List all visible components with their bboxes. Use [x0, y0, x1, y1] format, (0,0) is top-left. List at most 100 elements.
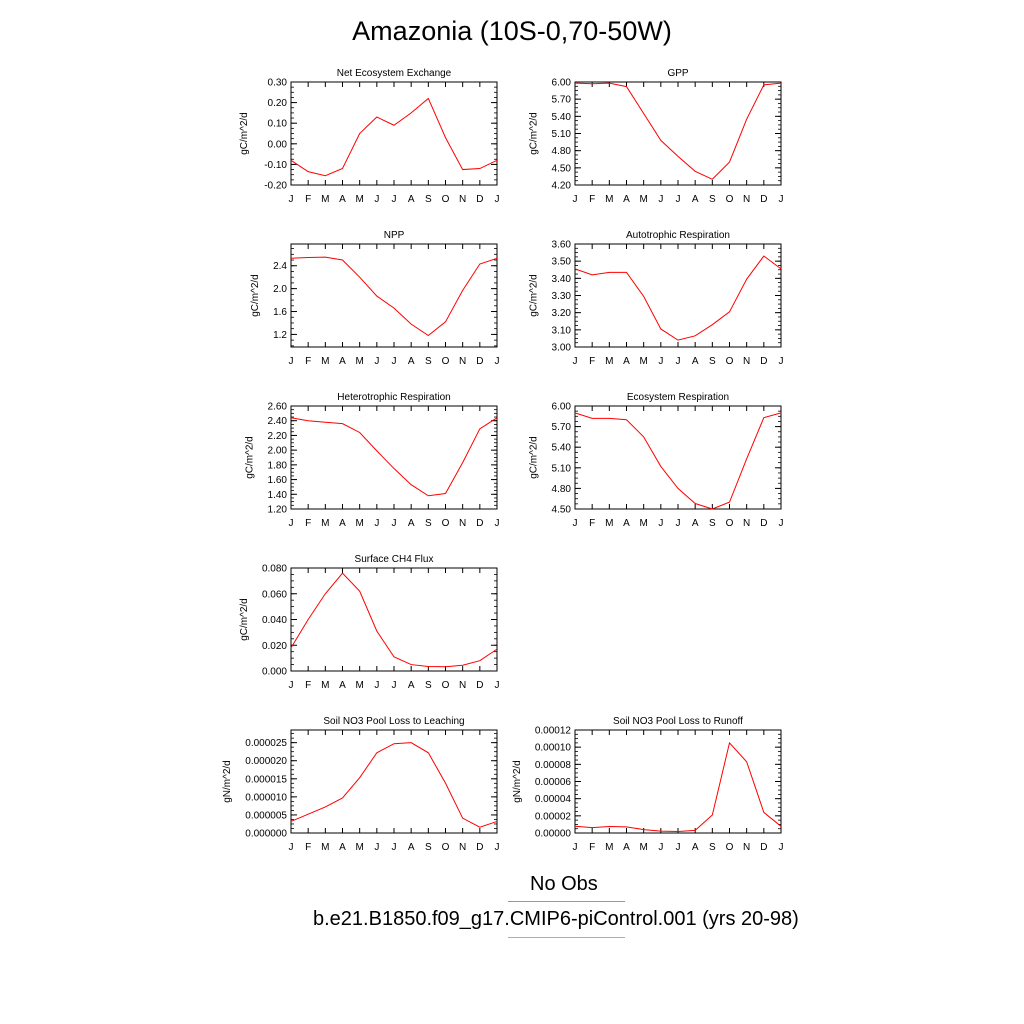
- x-tick-label: J: [658, 194, 663, 205]
- x-tick-label: J: [374, 518, 379, 529]
- series-line: [574, 741, 782, 832]
- plot-frame: [574, 81, 782, 186]
- series-line: [290, 97, 498, 177]
- y-tick-label: 6.00: [552, 402, 572, 413]
- x-tick-label: M: [355, 680, 363, 691]
- y-tick-label: 0.30: [268, 78, 288, 89]
- x-tick-label: A: [692, 518, 699, 529]
- chart-title: NPP: [384, 230, 405, 241]
- plot-frame: [574, 729, 782, 834]
- plot-frame: [290, 729, 498, 834]
- x-tick-label: O: [726, 518, 734, 529]
- x-tick-label: J: [374, 680, 379, 691]
- x-tick-label: M: [321, 356, 329, 367]
- x-tick-label: J: [779, 194, 784, 205]
- x-tick-label: D: [476, 842, 483, 853]
- x-tick-label: N: [459, 842, 466, 853]
- y-tick-label: 0.00010: [535, 743, 572, 754]
- x-tick-label: M: [605, 842, 613, 853]
- x-tick-label: A: [339, 680, 346, 691]
- y-axis-label: gC/m^2/d: [529, 274, 540, 317]
- x-tick-label: D: [476, 194, 483, 205]
- x-tick-label: M: [639, 356, 647, 367]
- x-tick-label: S: [709, 518, 716, 529]
- y-tick-label: 1.6: [273, 307, 287, 318]
- x-tick-label: A: [339, 194, 346, 205]
- x-tick-label: S: [425, 680, 432, 691]
- y-tick-label: 4.80: [552, 484, 572, 495]
- chart-title: Ecosystem Respiration: [627, 392, 729, 403]
- y-tick-label: 4.50: [552, 163, 572, 174]
- y-axis-label: gC/m^2/d: [529, 436, 540, 479]
- x-tick-label: O: [442, 842, 450, 853]
- x-tick-label: M: [321, 518, 329, 529]
- x-tick-label: N: [459, 356, 466, 367]
- x-tick-label: N: [459, 518, 466, 529]
- x-tick-label: A: [339, 842, 346, 853]
- x-tick-label: J: [289, 518, 294, 529]
- y-tick-label: 0.00008: [535, 760, 572, 771]
- x-tick-label: D: [760, 518, 767, 529]
- chart-title: Soil NO3 Pool Loss to Runoff: [613, 716, 743, 727]
- x-tick-label: N: [459, 194, 466, 205]
- y-tick-label: 0.000000: [245, 829, 287, 840]
- y-axis-label: gN/m^2/d: [222, 760, 233, 803]
- x-tick-label: J: [495, 356, 500, 367]
- y-tick-label: 1.60: [268, 475, 288, 486]
- x-tick-label: J: [374, 356, 379, 367]
- x-tick-label: J: [495, 194, 500, 205]
- x-tick-label: J: [779, 842, 784, 853]
- y-tick-label: 2.4: [273, 261, 287, 272]
- x-tick-label: F: [589, 518, 595, 529]
- y-tick-label: 3.40: [552, 274, 572, 285]
- x-tick-label: M: [355, 194, 363, 205]
- y-tick-label: 0.10: [268, 119, 288, 130]
- y-tick-label: 3.60: [552, 240, 572, 251]
- y-tick-label: 5.10: [552, 129, 572, 140]
- x-tick-label: M: [355, 356, 363, 367]
- series-line: [574, 82, 782, 180]
- x-tick-label: M: [355, 518, 363, 529]
- x-tick-label: A: [408, 842, 415, 853]
- y-tick-label: 4.50: [552, 505, 572, 516]
- x-tick-label: A: [692, 842, 699, 853]
- x-tick-label: A: [623, 842, 630, 853]
- chart-title: Net Ecosystem Exchange: [337, 68, 452, 79]
- y-tick-label: 0.020: [262, 641, 287, 652]
- x-tick-label: J: [392, 518, 397, 529]
- legend-label-obs: No Obs: [530, 873, 598, 895]
- y-tick-label: 0.000010: [245, 792, 287, 803]
- y-tick-label: 6.00: [552, 78, 572, 89]
- y-tick-label: 2.00: [268, 446, 288, 457]
- x-tick-label: N: [743, 842, 750, 853]
- x-tick-label: O: [442, 194, 450, 205]
- x-tick-label: S: [709, 194, 716, 205]
- x-tick-label: S: [425, 356, 432, 367]
- series-line: [290, 572, 498, 668]
- plot-frame: [574, 243, 782, 348]
- y-tick-label: 0.000025: [245, 738, 287, 749]
- x-tick-label: J: [676, 842, 681, 853]
- x-tick-label: D: [476, 356, 483, 367]
- x-tick-label: N: [743, 194, 750, 205]
- x-tick-label: J: [289, 680, 294, 691]
- y-tick-label: 0.00006: [535, 777, 572, 788]
- x-tick-label: J: [289, 356, 294, 367]
- x-tick-label: J: [392, 194, 397, 205]
- x-tick-label: M: [639, 842, 647, 853]
- series-line: [290, 417, 498, 497]
- y-tick-label: 0.000015: [245, 774, 287, 785]
- plot-frame: [574, 405, 782, 510]
- y-tick-label: 3.30: [552, 291, 572, 302]
- y-tick-label: 3.50: [552, 257, 572, 268]
- y-axis-label: gC/m^2/d: [245, 436, 256, 479]
- x-tick-label: J: [676, 356, 681, 367]
- x-tick-label: J: [392, 680, 397, 691]
- y-tick-label: 0.00: [268, 139, 288, 150]
- y-tick-label: 3.00: [552, 343, 572, 354]
